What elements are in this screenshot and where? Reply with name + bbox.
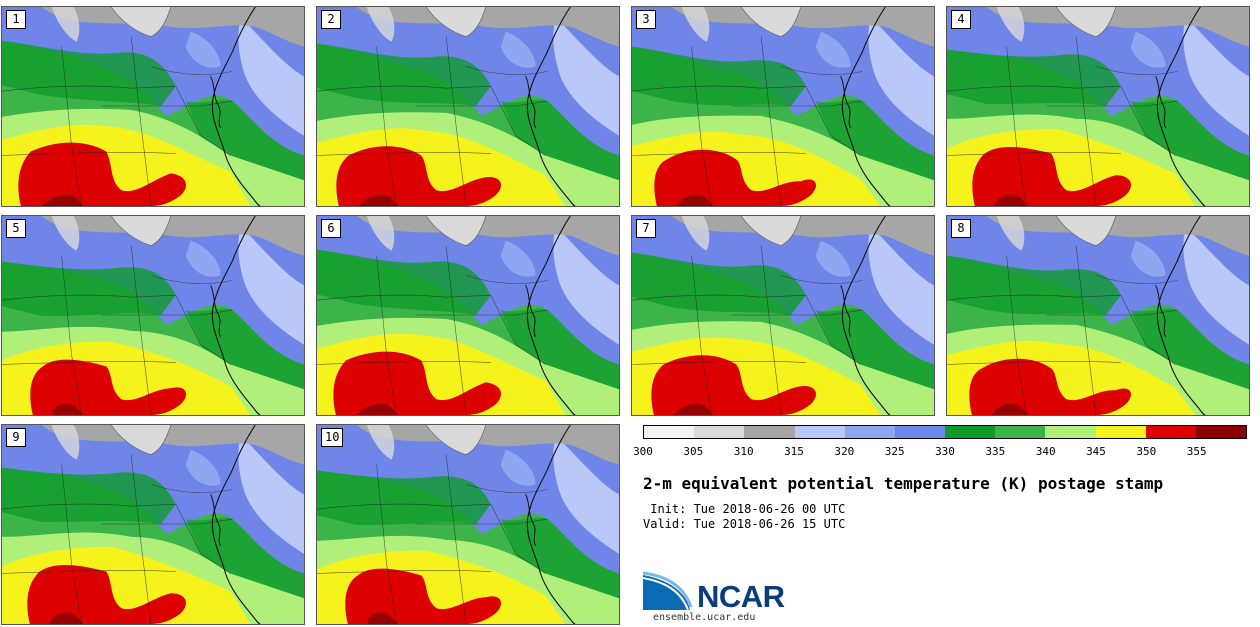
member-number: 8 [951, 219, 971, 238]
colorbar-tick: 305 [683, 445, 704, 458]
colorbar-swatch [644, 426, 695, 438]
colorbar-swatch [694, 426, 745, 438]
colorbar-swatch [995, 426, 1046, 438]
colorbar-tick: 310 [733, 445, 754, 458]
member-number: 5 [6, 219, 26, 238]
member-map [632, 216, 934, 415]
member-panel: 2 [316, 6, 620, 207]
member-panel: 6 [316, 215, 620, 416]
colorbar-tick: 335 [985, 445, 1006, 458]
time-info: Init: Tue 2018-06-26 00 UTC Valid: Tue 2… [643, 502, 845, 532]
colorbar-tick: 300 [633, 445, 653, 458]
member-map [317, 425, 619, 624]
colorbar-tick: 340 [1035, 445, 1056, 458]
colorbar-swatch [1095, 426, 1146, 438]
member-number: 7 [636, 219, 656, 238]
member-number: 10 [321, 428, 344, 447]
colorbar-tick: 320 [834, 445, 855, 458]
member-panel: 9 [1, 424, 305, 625]
colorbar-swatch [894, 426, 946, 438]
member-map [2, 425, 304, 624]
member-map [632, 7, 934, 206]
colorbar-tick: 345 [1086, 445, 1106, 458]
colorbar-swatch [1145, 426, 1196, 438]
colorbar [643, 425, 1247, 439]
colorbar-swatch [1195, 426, 1247, 438]
member-number: 2 [321, 10, 341, 29]
member-number: 3 [636, 10, 656, 29]
member-map [2, 216, 304, 415]
colorbar-tick: 355 [1186, 445, 1207, 458]
member-panel: 5 [1, 215, 305, 416]
init-time: Init: Tue 2018-06-26 00 UTC [643, 502, 846, 516]
member-number: 6 [321, 219, 341, 238]
member-panel: 3 [631, 6, 935, 207]
valid-time: Valid: Tue 2018-06-26 15 UTC [643, 517, 846, 531]
member-panel: 4 [946, 6, 1250, 207]
colorbar-swatch [945, 426, 996, 438]
page-title: 2-m equivalent potential temperature (K)… [643, 474, 1164, 493]
member-map [317, 7, 619, 206]
ncar-logo-icon [643, 571, 693, 611]
member-number: 9 [6, 428, 26, 447]
member-panel: 8 [946, 215, 1250, 416]
member-panel: 1 [1, 6, 305, 207]
colorbar-tick: 325 [884, 445, 905, 458]
member-panel: 10 [316, 424, 620, 625]
member-panel: 7 [631, 215, 935, 416]
colorbar-swatch [844, 426, 895, 438]
colorbar-swatch [744, 426, 795, 438]
colorbar-swatch [794, 426, 845, 438]
member-map [2, 7, 304, 206]
colorbar-swatch [1045, 426, 1096, 438]
logo-text: NCAR [697, 579, 785, 614]
colorbar-tick: 330 [935, 445, 955, 458]
colorbar-tick: 315 [784, 445, 804, 458]
member-number: 1 [6, 10, 26, 29]
colorbar-ticks: 300 305 310 315 320 325 330 335 340 345 … [633, 445, 1247, 459]
colorbar-tick: 350 [1136, 445, 1157, 458]
member-map [317, 216, 619, 415]
site-url: ensemble.ucar.edu [653, 612, 756, 623]
member-map [947, 7, 1249, 206]
member-map [947, 216, 1249, 415]
member-number: 4 [951, 10, 971, 29]
